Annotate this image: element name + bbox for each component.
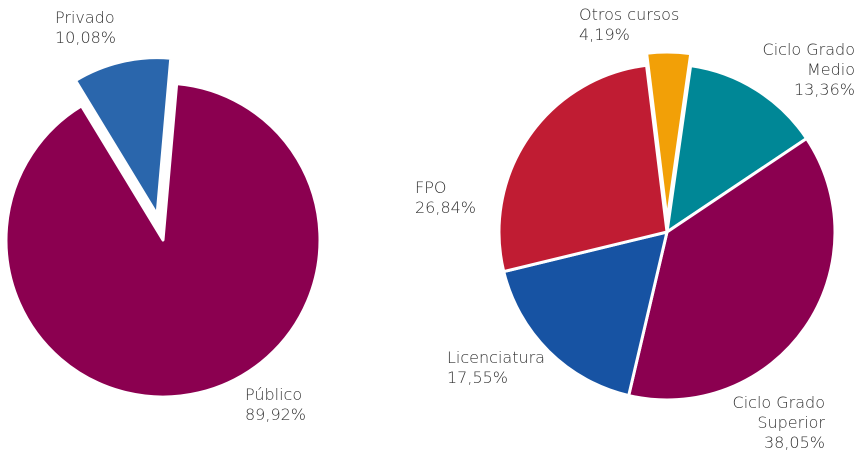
slice-label: Licenciatura 17,55% <box>447 348 545 388</box>
slice-name: Otros cursos <box>579 5 680 24</box>
slice-name: Licenciatura <box>447 348 545 367</box>
slice-label: FPO 26,84% <box>415 178 476 218</box>
slice-value: 13,36% <box>793 80 855 99</box>
slice-label: Ciclo Grado Medio 13,36% <box>735 40 855 100</box>
slice-value: 10,08% <box>55 28 117 47</box>
slice-value: 4,19% <box>579 25 630 44</box>
slice-label: Privado 10,08% <box>55 8 116 48</box>
pie-slice <box>502 230 669 398</box>
slice-name: Ciclo Grado Medio <box>762 40 855 79</box>
slice-value: 89,92% <box>245 405 307 424</box>
slice-value: 26,84% <box>415 198 477 217</box>
pie-slice <box>74 56 173 217</box>
slice-name: Ciclo Grado Superior <box>732 393 825 432</box>
pie-slice <box>645 50 693 222</box>
slice-name: Público <box>245 385 303 404</box>
pie-slice <box>627 137 837 402</box>
slice-label: Ciclo Grado Superior 38,05% <box>705 393 825 453</box>
slice-name: FPO <box>415 178 447 197</box>
slice-label: Otros cursos 4,19% <box>579 5 679 45</box>
pie-slice <box>665 64 809 234</box>
slice-name: Privado <box>55 8 115 27</box>
pie-slice <box>4 82 322 399</box>
slice-value: 38,05% <box>763 433 825 452</box>
slice-label: Público 89,92% <box>245 385 306 425</box>
pie-slice <box>497 63 669 274</box>
slice-value: 17,55% <box>447 368 509 387</box>
